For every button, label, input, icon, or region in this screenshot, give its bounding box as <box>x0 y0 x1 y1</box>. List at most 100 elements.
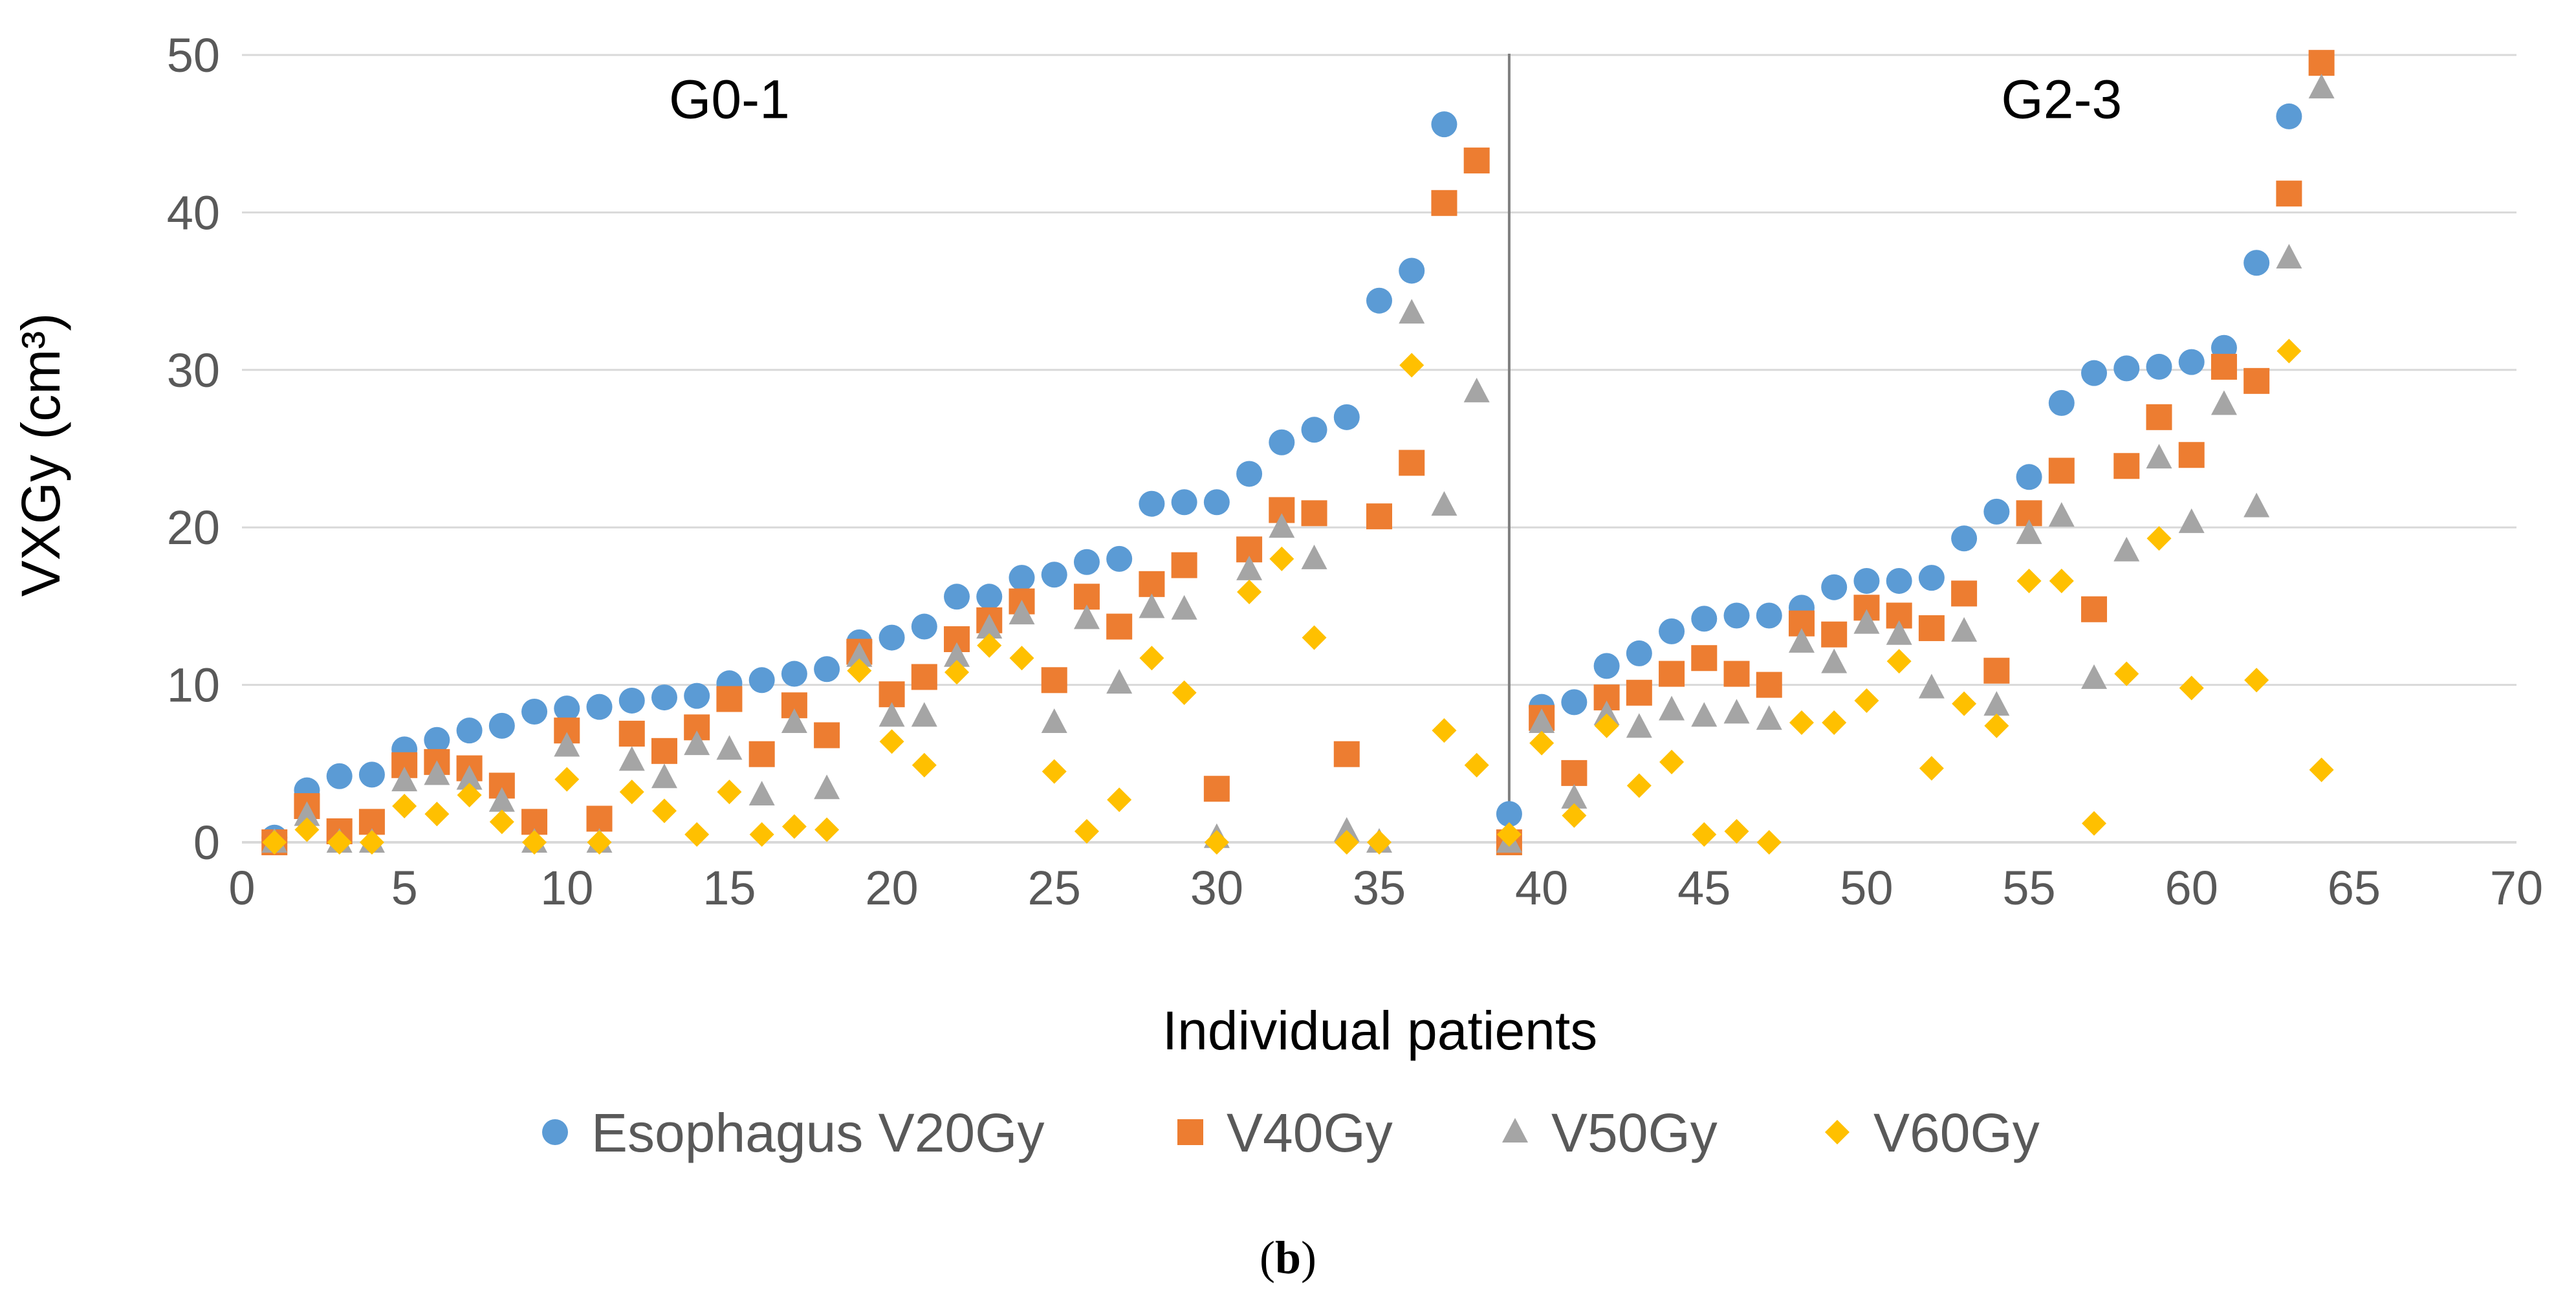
group-labels: G0-1 G2-3 <box>669 69 2122 129</box>
data-point <box>944 660 970 685</box>
data-point <box>1496 801 1522 827</box>
data-point <box>2243 367 2270 394</box>
data-point <box>716 686 743 712</box>
data-point <box>1106 613 1133 640</box>
data-point <box>716 735 743 760</box>
data-point <box>2082 811 2107 836</box>
data-point <box>1692 822 1717 847</box>
data-point <box>2081 360 2108 386</box>
group-label: G0-1 <box>669 69 790 129</box>
data-point <box>1009 600 1035 625</box>
data-point <box>976 584 1003 610</box>
data-point <box>1562 803 1587 828</box>
data-point <box>1659 695 1685 721</box>
data-point <box>1951 617 1978 642</box>
data-point <box>1594 713 1619 738</box>
group-label: G2-3 <box>2001 69 2122 129</box>
data-point <box>1073 604 1100 629</box>
data-point <box>1983 691 2010 716</box>
data-point <box>489 809 514 835</box>
caption-open-paren: ( <box>1260 1232 1275 1284</box>
figure-caption: (b) <box>1260 1232 1316 1284</box>
data-point <box>1431 111 1457 138</box>
data-point <box>424 760 450 785</box>
data-point <box>1107 787 1132 813</box>
data-point <box>717 780 742 805</box>
data-point <box>1432 718 1457 743</box>
data-point <box>1431 491 1457 516</box>
x-tick-label: 0 <box>228 861 255 915</box>
data-point <box>1626 679 1652 706</box>
legend-marker <box>1502 1118 1528 1142</box>
data-point <box>1139 571 1165 597</box>
data-point <box>2081 596 2108 622</box>
data-point <box>456 765 483 790</box>
caption-letter: b <box>1275 1232 1301 1284</box>
data-point <box>1236 555 1263 580</box>
data-point <box>1431 190 1457 216</box>
data-point <box>1529 708 1555 734</box>
data-point <box>1302 625 1327 650</box>
data-point <box>2308 74 2335 99</box>
data-point <box>847 658 872 683</box>
data-point <box>391 767 418 792</box>
data-point <box>814 722 840 749</box>
data-point <box>2210 353 2237 380</box>
series-v60gy <box>262 338 2334 855</box>
data-point <box>1821 621 1848 648</box>
data-point <box>944 584 970 610</box>
data-point <box>1301 544 1327 569</box>
data-point <box>619 780 644 805</box>
data-point <box>2113 355 2140 382</box>
data-point <box>488 787 515 812</box>
data-point <box>424 727 450 753</box>
data-point <box>2276 243 2302 268</box>
data-point <box>1918 565 1945 591</box>
data-point <box>1918 615 1945 641</box>
data-point <box>1073 549 1100 575</box>
data-point <box>2016 519 2042 544</box>
data-point <box>1463 377 1490 402</box>
data-point <box>2016 568 2042 593</box>
data-point <box>1951 525 1978 552</box>
data-point <box>456 717 483 744</box>
data-point <box>488 712 515 739</box>
data-point <box>521 698 548 725</box>
data-point <box>1399 450 1425 476</box>
data-point <box>1106 545 1133 572</box>
data-point <box>2178 349 2205 375</box>
data-point <box>976 613 1003 639</box>
data-point <box>1789 710 1814 736</box>
data-point <box>2146 526 2172 551</box>
data-point <box>554 732 580 757</box>
data-point <box>1593 700 1620 725</box>
data-point <box>326 763 353 789</box>
data-point <box>2276 180 2302 207</box>
data-point <box>262 830 287 855</box>
data-point <box>2048 457 2075 484</box>
data-point <box>1756 602 1782 629</box>
data-point <box>1659 618 1685 644</box>
y-tick-label: 40 <box>167 186 220 239</box>
data-point <box>651 798 677 824</box>
data-point <box>1171 595 1197 620</box>
x-tick-label: 30 <box>1190 861 1243 915</box>
data-point <box>651 763 677 789</box>
legend-entry-label: V50Gy <box>1551 1102 1718 1163</box>
legend-entry-label: V60Gy <box>1873 1102 2040 1163</box>
data-point <box>748 780 775 805</box>
data-point <box>1854 688 1879 713</box>
data-point <box>2178 508 2205 533</box>
legend-entry-label: Esophagus V20Gy <box>591 1102 1044 1163</box>
data-point <box>1691 702 1718 727</box>
gridlines <box>242 54 2516 686</box>
data-point <box>1463 148 1490 174</box>
data-point <box>327 830 352 855</box>
data-point <box>1367 830 1392 855</box>
data-point <box>1333 741 1360 767</box>
data-point <box>1853 567 1880 594</box>
data-point <box>618 746 645 771</box>
x-tick-label: 35 <box>1353 861 1406 915</box>
data-point <box>586 694 613 720</box>
data-point <box>1366 503 1392 530</box>
